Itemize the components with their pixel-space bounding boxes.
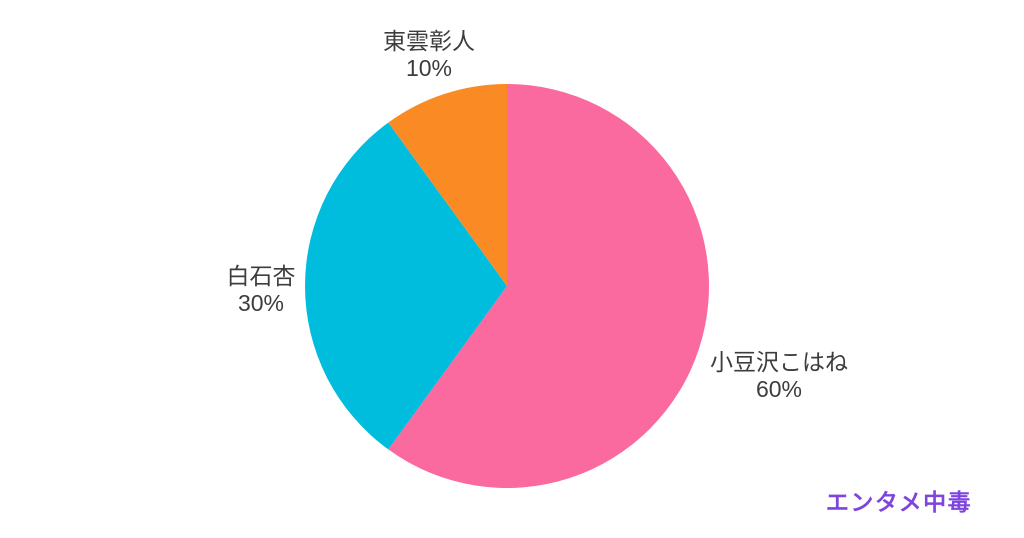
slice-label-an-name: 白石杏: [226, 263, 296, 289]
pie-slice-2: [305, 122, 507, 450]
watermark-text: エンタメ中毒: [825, 489, 973, 515]
slice-label-akito: 東雲彰人 10%: [383, 28, 475, 82]
slice-label-akito-percent: 10%: [405, 55, 453, 81]
slice-label-an-percent: 30%: [237, 290, 285, 316]
slice-label-akito-name: 東雲彰人: [383, 28, 475, 54]
pie-slice-3: [388, 84, 507, 286]
slice-label-kohane-name: 小豆沢こはね: [710, 349, 848, 375]
slice-label-kohane: 小豆沢こはね 60%: [710, 349, 848, 403]
slice-label-an: 白石杏 30%: [227, 263, 296, 317]
pie-slice-1: [388, 84, 710, 489]
slice-label-kohane-percent: 60%: [755, 376, 803, 402]
